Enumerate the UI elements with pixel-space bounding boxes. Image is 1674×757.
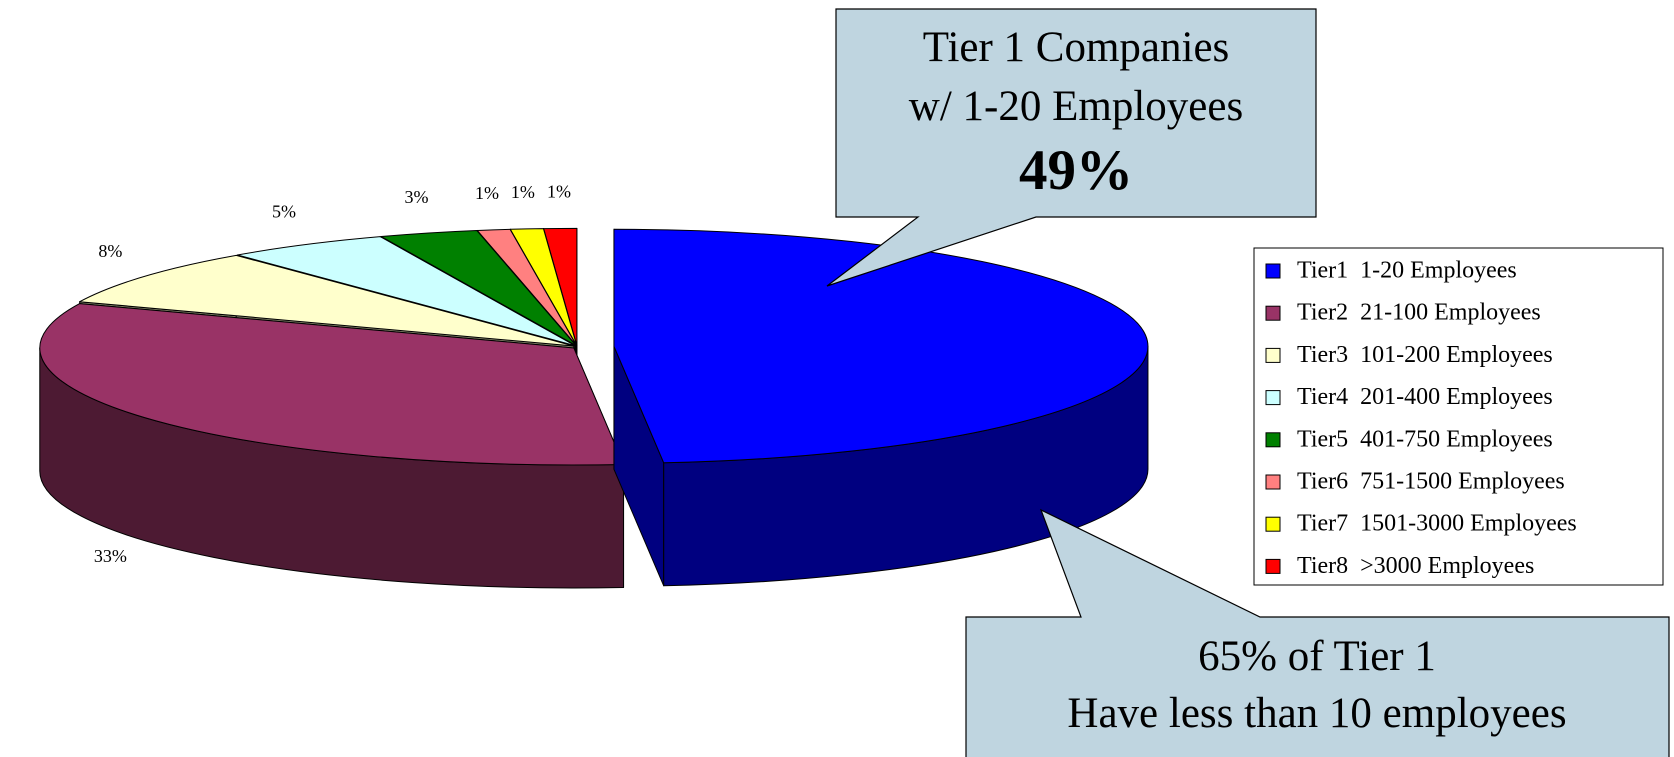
legend-swatch (1265, 390, 1281, 406)
legend-label: Tier2 21-100 Employees (1297, 300, 1541, 326)
callout-text: Have less than 10 employees (1067, 690, 1566, 737)
legend-swatch (1265, 558, 1281, 574)
legend-label: Tier7 1501-3000 Employees (1297, 511, 1577, 537)
slice-top (613, 228, 1149, 464)
slice-top (79, 254, 575, 347)
legend-swatch (1265, 516, 1281, 532)
legend-box (1253, 247, 1664, 586)
callout-text: w/ 1-20 Employees (909, 83, 1243, 130)
callout-box (826, 8, 1317, 287)
slice-top (236, 236, 576, 347)
legend-label: Tier5 401-750 Employees (1297, 426, 1553, 452)
callout-box (965, 508, 1670, 757)
legend-label: Tier6 751-1500 Employees (1297, 469, 1565, 495)
data-label: 3% (405, 187, 429, 207)
callout-text: 49% (1019, 139, 1133, 202)
legend-swatch (1265, 347, 1281, 363)
data-label: 1% (547, 181, 571, 201)
slice-top (380, 229, 577, 346)
legend-label: Tier8 >3000 Employees (1297, 553, 1534, 579)
legend-label: Tier1 1-20 Employees (1297, 258, 1517, 284)
slice (613, 228, 1149, 587)
slice (39, 303, 625, 589)
callout-1: Tier 1 Companies w/ 1-20 Employees 49% (826, 8, 1317, 287)
legend-label: Tier3 101-200 Employees (1297, 342, 1553, 368)
legend-swatch (1265, 263, 1281, 279)
data-label: 33% (94, 546, 127, 566)
callout-text: 65% of Tier 1 (1198, 633, 1436, 680)
data-label: 1% (475, 183, 499, 203)
data-label: 8% (98, 241, 122, 261)
pie (39, 227, 1149, 589)
legend-label: Tier4 201-400 Employees (1297, 384, 1553, 410)
callout-2: 65% of Tier 1 Have less than 10 employee… (965, 508, 1670, 757)
slice-top (39, 303, 625, 466)
data-label: 5% (272, 201, 296, 221)
callout-text: Tier 1 Companies (923, 24, 1230, 71)
legend-swatch (1265, 432, 1281, 448)
data-label: 1% (511, 182, 535, 202)
legend-swatch (1265, 305, 1281, 321)
legend-swatch (1265, 474, 1281, 490)
